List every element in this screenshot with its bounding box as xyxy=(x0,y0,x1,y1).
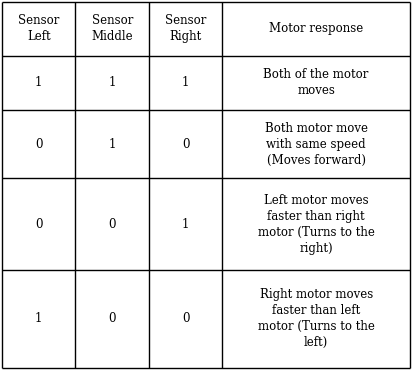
Text: 1: 1 xyxy=(35,76,42,89)
Bar xyxy=(75,56,149,110)
Text: Motor response: Motor response xyxy=(269,22,363,35)
Bar xyxy=(149,270,222,368)
Bar xyxy=(75,178,149,270)
Bar xyxy=(222,178,410,270)
Text: 1: 1 xyxy=(108,138,116,151)
Text: Both of the motor
moves: Both of the motor moves xyxy=(263,68,369,97)
Text: 1: 1 xyxy=(108,76,116,89)
Bar xyxy=(149,110,222,178)
Bar xyxy=(2,56,75,110)
Bar xyxy=(149,2,222,56)
Bar xyxy=(2,2,75,56)
Bar xyxy=(75,2,149,56)
Bar xyxy=(222,110,410,178)
Bar xyxy=(2,270,75,368)
Text: Both motor move
with same speed
(Moves forward): Both motor move with same speed (Moves f… xyxy=(265,122,368,166)
Text: 1: 1 xyxy=(182,76,189,89)
Bar xyxy=(149,178,222,270)
Text: 0: 0 xyxy=(182,138,190,151)
Bar xyxy=(222,2,410,56)
Bar xyxy=(75,110,149,178)
Text: 0: 0 xyxy=(182,312,190,325)
Text: 0: 0 xyxy=(35,138,42,151)
Bar xyxy=(149,56,222,110)
Bar xyxy=(2,110,75,178)
Bar xyxy=(222,270,410,368)
Text: 0: 0 xyxy=(108,312,116,325)
Bar xyxy=(222,56,410,110)
Bar xyxy=(2,178,75,270)
Text: 0: 0 xyxy=(108,218,116,231)
Text: 1: 1 xyxy=(35,312,42,325)
Text: Sensor
Left: Sensor Left xyxy=(18,14,59,43)
Text: 1: 1 xyxy=(182,218,189,231)
Text: 0: 0 xyxy=(35,218,42,231)
Text: Sensor
Right: Sensor Right xyxy=(165,14,206,43)
Text: Left motor moves
faster than right
motor (Turns to the
right): Left motor moves faster than right motor… xyxy=(258,194,375,255)
Bar xyxy=(75,270,149,368)
Text: Sensor
Middle: Sensor Middle xyxy=(91,14,133,43)
Text: Right motor moves
faster than left
motor (Turns to the
left): Right motor moves faster than left motor… xyxy=(258,288,375,349)
